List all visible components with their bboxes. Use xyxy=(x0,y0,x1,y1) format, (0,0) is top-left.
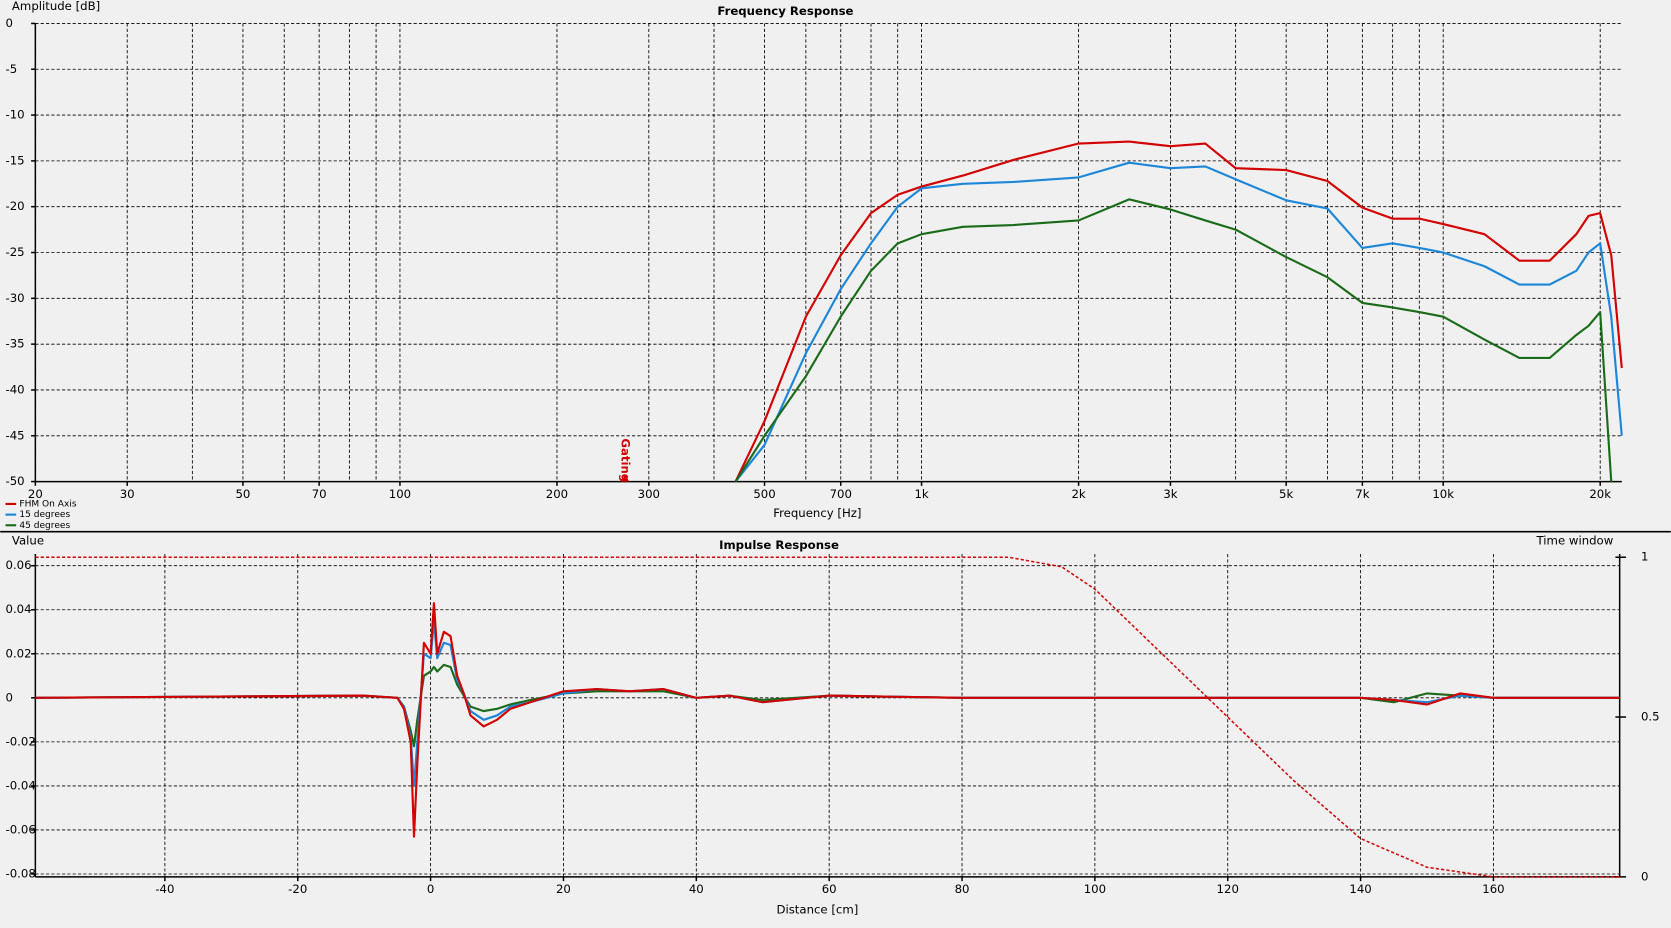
x-axis-label: Frequency [Hz] xyxy=(773,506,861,520)
x-tick-label: 100 xyxy=(389,487,411,501)
x-tick-label: -40 xyxy=(155,882,174,896)
x-tick-label: 10k xyxy=(1432,487,1454,501)
y-axis-label: Value xyxy=(12,534,44,548)
y-tick-label: -0.08 xyxy=(6,866,36,880)
x-tick-label: 60 xyxy=(822,882,837,896)
x-tick-label: 5k xyxy=(1279,487,1293,501)
annotation: Gating xyxy=(618,438,632,482)
y2-tick-label: 0 xyxy=(1641,869,1648,883)
y-tick-label: -20 xyxy=(6,199,25,213)
y-tick-label: -0.06 xyxy=(6,822,36,836)
y-tick-label: -0.04 xyxy=(6,778,36,792)
x-tick-label: 200 xyxy=(546,487,568,501)
y-tick-label: -25 xyxy=(6,245,25,259)
x-tick-label: 7k xyxy=(1355,487,1369,501)
x-tick-label: 70 xyxy=(312,487,327,501)
x-tick-label: 20 xyxy=(28,487,43,501)
y2-tick-label: 0.5 xyxy=(1641,710,1660,724)
x-tick-label: 500 xyxy=(753,487,775,501)
y-tick-label: -10 xyxy=(6,108,25,122)
annotation-marker xyxy=(620,475,630,482)
x-tick-label: 120 xyxy=(1217,882,1239,896)
x-tick-label: 1k xyxy=(914,487,928,501)
legend-label: 45 degrees xyxy=(19,521,70,531)
x-tick-label: 30 xyxy=(120,487,135,501)
y-tick-label: 0 xyxy=(6,16,13,30)
x-axis-label: Distance [cm] xyxy=(776,902,858,916)
y-tick-label: 0.06 xyxy=(6,558,32,572)
x-tick-label: -20 xyxy=(288,882,307,896)
series-line xyxy=(35,556,1620,878)
y-tick-label: 0.04 xyxy=(6,602,32,616)
x-tick-label: 3k xyxy=(1163,487,1177,501)
legend-label: FHM On Axis xyxy=(19,499,76,509)
x-tick-label: 700 xyxy=(830,487,852,501)
x-tick-label: 0 xyxy=(427,882,434,896)
y-tick-label: -45 xyxy=(6,428,25,442)
legend-label: 15 degrees xyxy=(19,510,70,520)
x-tick-label: 2k xyxy=(1071,487,1085,501)
y2-tick-label: 1 xyxy=(1641,550,1648,564)
x-tick-label: 160 xyxy=(1482,882,1504,896)
y-tick-label: 0 xyxy=(6,690,13,704)
series-line xyxy=(734,161,1623,483)
y-tick-label: -40 xyxy=(6,382,25,396)
x-tick-label: 140 xyxy=(1349,882,1371,896)
chart-title: Frequency Response xyxy=(717,4,853,18)
x-tick-label: 300 xyxy=(638,487,660,501)
x-tick-label: 80 xyxy=(955,882,970,896)
series-line xyxy=(35,602,1620,838)
y2-axis-label: Time window xyxy=(1536,534,1614,548)
series-line xyxy=(35,663,1620,748)
x-tick-label: 40 xyxy=(689,882,704,896)
series-line xyxy=(734,140,1623,483)
y-tick-label: -5 xyxy=(6,62,18,76)
x-tick-label: 20k xyxy=(1589,487,1611,501)
y-tick-label: -15 xyxy=(6,153,25,167)
y-tick-label: -35 xyxy=(6,337,25,351)
chart-title: Impulse Response xyxy=(719,538,839,552)
y-tick-label: -0.02 xyxy=(6,734,36,748)
y-tick-label: 0.02 xyxy=(6,646,32,660)
series-line xyxy=(734,198,1613,483)
y-tick-label: -50 xyxy=(6,474,25,488)
x-tick-label: 100 xyxy=(1084,882,1106,896)
x-tick-label: 50 xyxy=(235,487,250,501)
y-tick-label: -30 xyxy=(6,291,25,305)
y-axis-label: Amplitude [dB] xyxy=(12,0,100,13)
x-tick-label: 20 xyxy=(556,882,571,896)
series-line xyxy=(35,619,1620,787)
